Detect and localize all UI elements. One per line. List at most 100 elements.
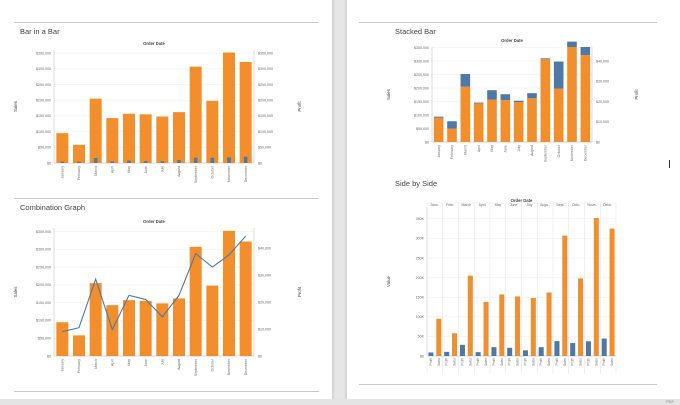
sales-bar — [515, 296, 521, 356]
group-tick-label: Sales — [547, 358, 551, 366]
y2-tick-label: $150,000 — [258, 114, 273, 118]
group-tick-label: Sales — [516, 358, 520, 366]
x-tick-label: September — [194, 165, 198, 183]
group-tick-label: Sales — [579, 358, 583, 366]
category-header: Nove.. — [587, 203, 597, 207]
sales-bar — [487, 99, 497, 142]
group-tick-label: Profit — [460, 358, 464, 366]
sales-bar — [473, 103, 484, 142]
y-tick-label: 250K — [416, 256, 425, 260]
chart-title-bar-in-a-bar: Bar in a Bar — [20, 27, 60, 36]
sales-bar — [156, 303, 169, 356]
sales-bar — [189, 66, 202, 163]
sales-bar — [483, 301, 489, 356]
sales-bar — [123, 113, 135, 163]
profit-stack-segment — [433, 116, 444, 118]
y2-tick-label: $0 — [258, 354, 262, 358]
y-axis-label: Value — [386, 275, 391, 286]
y-tick-label: $350,000 — [36, 230, 51, 234]
sales-bar — [206, 100, 219, 163]
y2-tick-label: $20,000 — [596, 100, 609, 104]
y-tick-label: $200,000 — [36, 283, 51, 287]
x-tick-label: April — [111, 166, 115, 173]
y2-tick-label: $40,000 — [258, 247, 271, 251]
sales-bar — [593, 217, 599, 356]
y-tick-label: $300,000 — [36, 248, 51, 252]
side-by-side-chart: Order Date $0 50K 100K 150K 200K 250K 300K 350K V… — [386, 198, 617, 374]
x-tick-label: March — [94, 166, 98, 176]
y-tick-label: 50K — [418, 335, 425, 339]
sales-bar — [553, 88, 564, 142]
sales-bar — [467, 275, 473, 356]
sales-bar — [433, 117, 444, 142]
sales-bar — [499, 294, 505, 356]
page-top-rule — [14, 22, 319, 23]
left-page: Bar in a Bar Order Date $0 $50,000 $100,000… — [0, 0, 332, 405]
x-tick-label: December — [584, 144, 588, 161]
sales-bar — [447, 128, 457, 142]
x-tick-label: December — [244, 358, 248, 375]
y-tick-label: $200,000 — [36, 99, 51, 103]
profit-bar — [601, 338, 607, 356]
y-tick-label: $250,000 — [414, 73, 429, 77]
right-page: Stacked Bar Order Date $0 $50,000 $100,000 $… — [347, 0, 680, 405]
group-tick-label: Sales — [453, 358, 457, 366]
profit-stack-segment — [487, 90, 497, 100]
group-tick-label: Profit — [523, 358, 527, 366]
y2-axis-label: Profit — [297, 286, 302, 297]
sales-bar — [173, 112, 185, 163]
category-header: Janu.. — [430, 203, 440, 207]
profit-inner-bar — [160, 161, 165, 163]
group-tick-label: Profit — [586, 358, 590, 366]
profit-stack-segment — [553, 61, 564, 89]
category-header: Febr.. — [446, 203, 455, 207]
profit-bar — [444, 351, 450, 356]
x-tick-label: December — [244, 165, 248, 182]
profit-inner-bar — [193, 157, 198, 163]
x-tick-label: March — [94, 359, 98, 369]
sales-bar — [513, 102, 524, 142]
y-tick-label: 200K — [416, 276, 425, 280]
y2-tick-label: $20,000 — [258, 300, 271, 304]
category-header: April — [479, 203, 486, 207]
x-tick-label: March — [464, 145, 468, 155]
sales-bar — [546, 292, 552, 356]
y-tick-label: $150,000 — [36, 301, 51, 305]
y-axis-label: Sales — [386, 88, 391, 100]
y-tick-label: $150,000 — [36, 114, 51, 118]
x-tick-label: July — [517, 145, 521, 151]
y-tick-label: $250,000 — [36, 265, 51, 269]
y2-tick-label: $200,000 — [258, 99, 273, 103]
sales-bar — [139, 300, 152, 356]
profit-stack-segment — [540, 58, 551, 60]
bar-in-a-bar-chart: Order Date $0 $50,000 $100,000 $150,000 $200,… — [13, 41, 302, 183]
category-header: July — [526, 203, 532, 207]
sales-bar — [562, 235, 568, 356]
y-axis-label: Sales — [13, 286, 18, 298]
group-tick-label: Profit — [508, 358, 512, 366]
chart-header: Order Date — [511, 198, 533, 203]
y-tick-label: 300K — [416, 237, 425, 241]
group-tick-label: Sales — [468, 358, 472, 366]
category-header: Octo.. — [572, 203, 581, 207]
y-tick-label: $100,000 — [36, 319, 51, 323]
sales-bar — [239, 241, 252, 356]
group-tick-label: Sales — [500, 358, 504, 366]
group-tick-label: Sales — [484, 358, 488, 366]
y-tick-label: $100,000 — [414, 113, 429, 117]
profit-bar — [585, 341, 591, 356]
group-tick-label: Sales — [594, 358, 598, 366]
sales-bar — [460, 86, 471, 142]
sheet-bottom-rule — [14, 391, 319, 392]
y-axis-label: Sales — [13, 100, 18, 112]
x-tick-label: June — [144, 359, 148, 367]
profit-stack-segment — [580, 47, 591, 56]
chart-header: Order Date — [143, 219, 165, 224]
x-tick-label: July — [161, 359, 165, 365]
group-tick-label: Profit — [445, 358, 449, 366]
sales-bar — [239, 61, 252, 163]
sales-bar — [223, 230, 235, 356]
chart-header: Order Date — [501, 38, 523, 43]
y-tick-label: $100,000 — [36, 130, 51, 134]
y-tick-label: $0 — [47, 354, 51, 358]
